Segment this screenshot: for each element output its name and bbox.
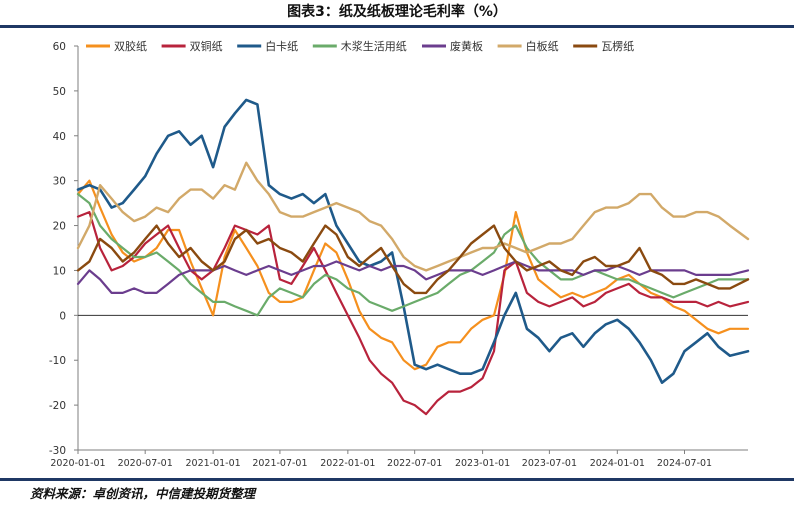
series-line-7 [76,224,750,295]
legend-label-6: 白板纸 [526,39,559,53]
legend-label-2: 双铜纸 [190,39,223,53]
chart-title: 图表3：纸及纸板理论毛利率（%） [287,4,507,20]
x-tick-label: 2023-01-01 [455,458,510,469]
x-tick-label: 2021-07-01 [252,458,307,469]
x-tick-label: 2024-01-01 [590,458,645,469]
series-line-6 [76,161,750,272]
legend-label-4: 木浆生活用纸 [341,39,407,53]
series-line-3 [76,98,750,384]
series-line-1 [76,179,750,371]
x-tick-label: 2021-01-01 [185,458,240,469]
legend-label-1: 双胶纸 [114,39,147,53]
y-tick-label: -10 [49,355,66,367]
series-line-5 [76,260,750,294]
y-tick-label: 30 [53,176,66,188]
x-tick-label: 2022-01-01 [320,458,375,469]
y-tick-label: 50 [53,86,66,98]
y-tick-label: 10 [53,265,66,277]
y-tick-label: 40 [53,131,66,143]
source-note: 资料来源：卓创资讯，中信建投期货整理 [30,486,256,501]
legend-label-7: 瓦楞纸 [601,39,634,53]
series-line-4 [76,193,750,317]
legend-label-5: 废黄板 [450,39,483,53]
y-tick-label: -20 [49,400,66,412]
legend: 双胶纸 双铜纸 白卡纸 木浆生活用纸 废黄板 白板纸 瓦楞纸 [86,39,634,53]
series-line-2 [76,211,750,416]
x-tick-label: 2023-07-01 [522,458,577,469]
y-tick-label: 0 [59,310,66,322]
series-layer [76,98,750,416]
x-tick-label: 2022-07-01 [387,458,442,469]
x-tick-label: 2020-01-01 [50,458,105,469]
y-tick-label: -30 [49,445,66,457]
x-tick-label: 2024-07-01 [657,458,712,469]
x-tick-label: 2020-07-01 [118,458,173,469]
y-tick-label: 60 [53,41,66,53]
legend-label-3: 白卡纸 [265,39,298,53]
title-divider [0,25,794,28]
footer-divider [0,478,794,481]
y-tick-label: 20 [53,221,66,233]
